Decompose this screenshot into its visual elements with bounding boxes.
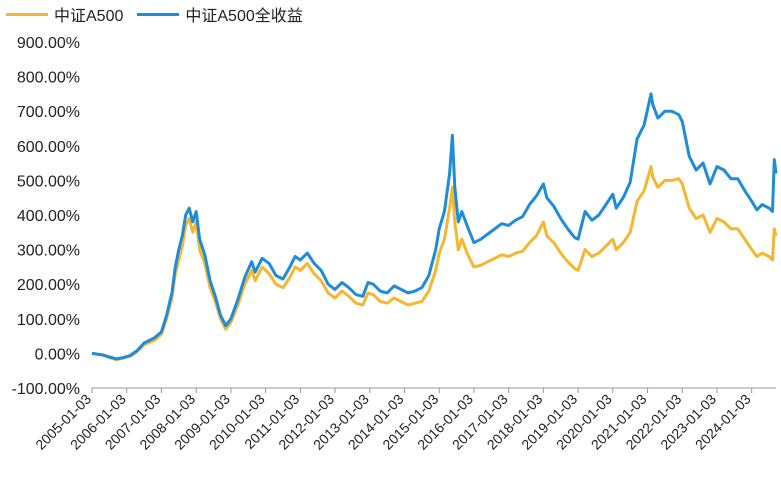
y-tick-label: 500.00%: [17, 173, 80, 190]
y-tick-label: 200.00%: [17, 277, 80, 294]
y-tick-label: -100.00%: [12, 381, 81, 398]
y-tick-label: 0.00%: [35, 346, 80, 363]
legend-swatch-series-1: [137, 12, 180, 16]
legend-label-series-1: 中证A500全收益: [185, 8, 303, 25]
y-tick-label: 800.00%: [17, 70, 80, 87]
legend-swatch-series-0: [6, 12, 48, 16]
y-tick-label: 900.00%: [17, 35, 80, 52]
y-tick-label: 700.00%: [17, 104, 80, 121]
legend-label-series-0: 中证A500: [54, 8, 124, 25]
series-layer: [91, 92, 778, 362]
y-tick-label: 300.00%: [17, 243, 80, 260]
y-tick-label: 100.00%: [17, 312, 80, 329]
y-tick-label: 600.00%: [17, 139, 80, 156]
series-line-0: [91, 165, 778, 362]
legend-item-series-1: 中证A500全收益: [137, 2, 303, 26]
y-axis: 900.00% 800.00% 700.00% 600.00% 500.00% 400.0…: [12, 35, 81, 398]
legend-item-series-0: 中证A500: [6, 2, 123, 26]
y-tick-label: 400.00%: [17, 208, 80, 225]
x-axis: 2005-01-032006-01-032007-01-032008-01-03…: [32, 388, 754, 453]
series-line-1: [91, 92, 778, 361]
legend: 中证A500 中证A500全收益: [6, 2, 303, 26]
